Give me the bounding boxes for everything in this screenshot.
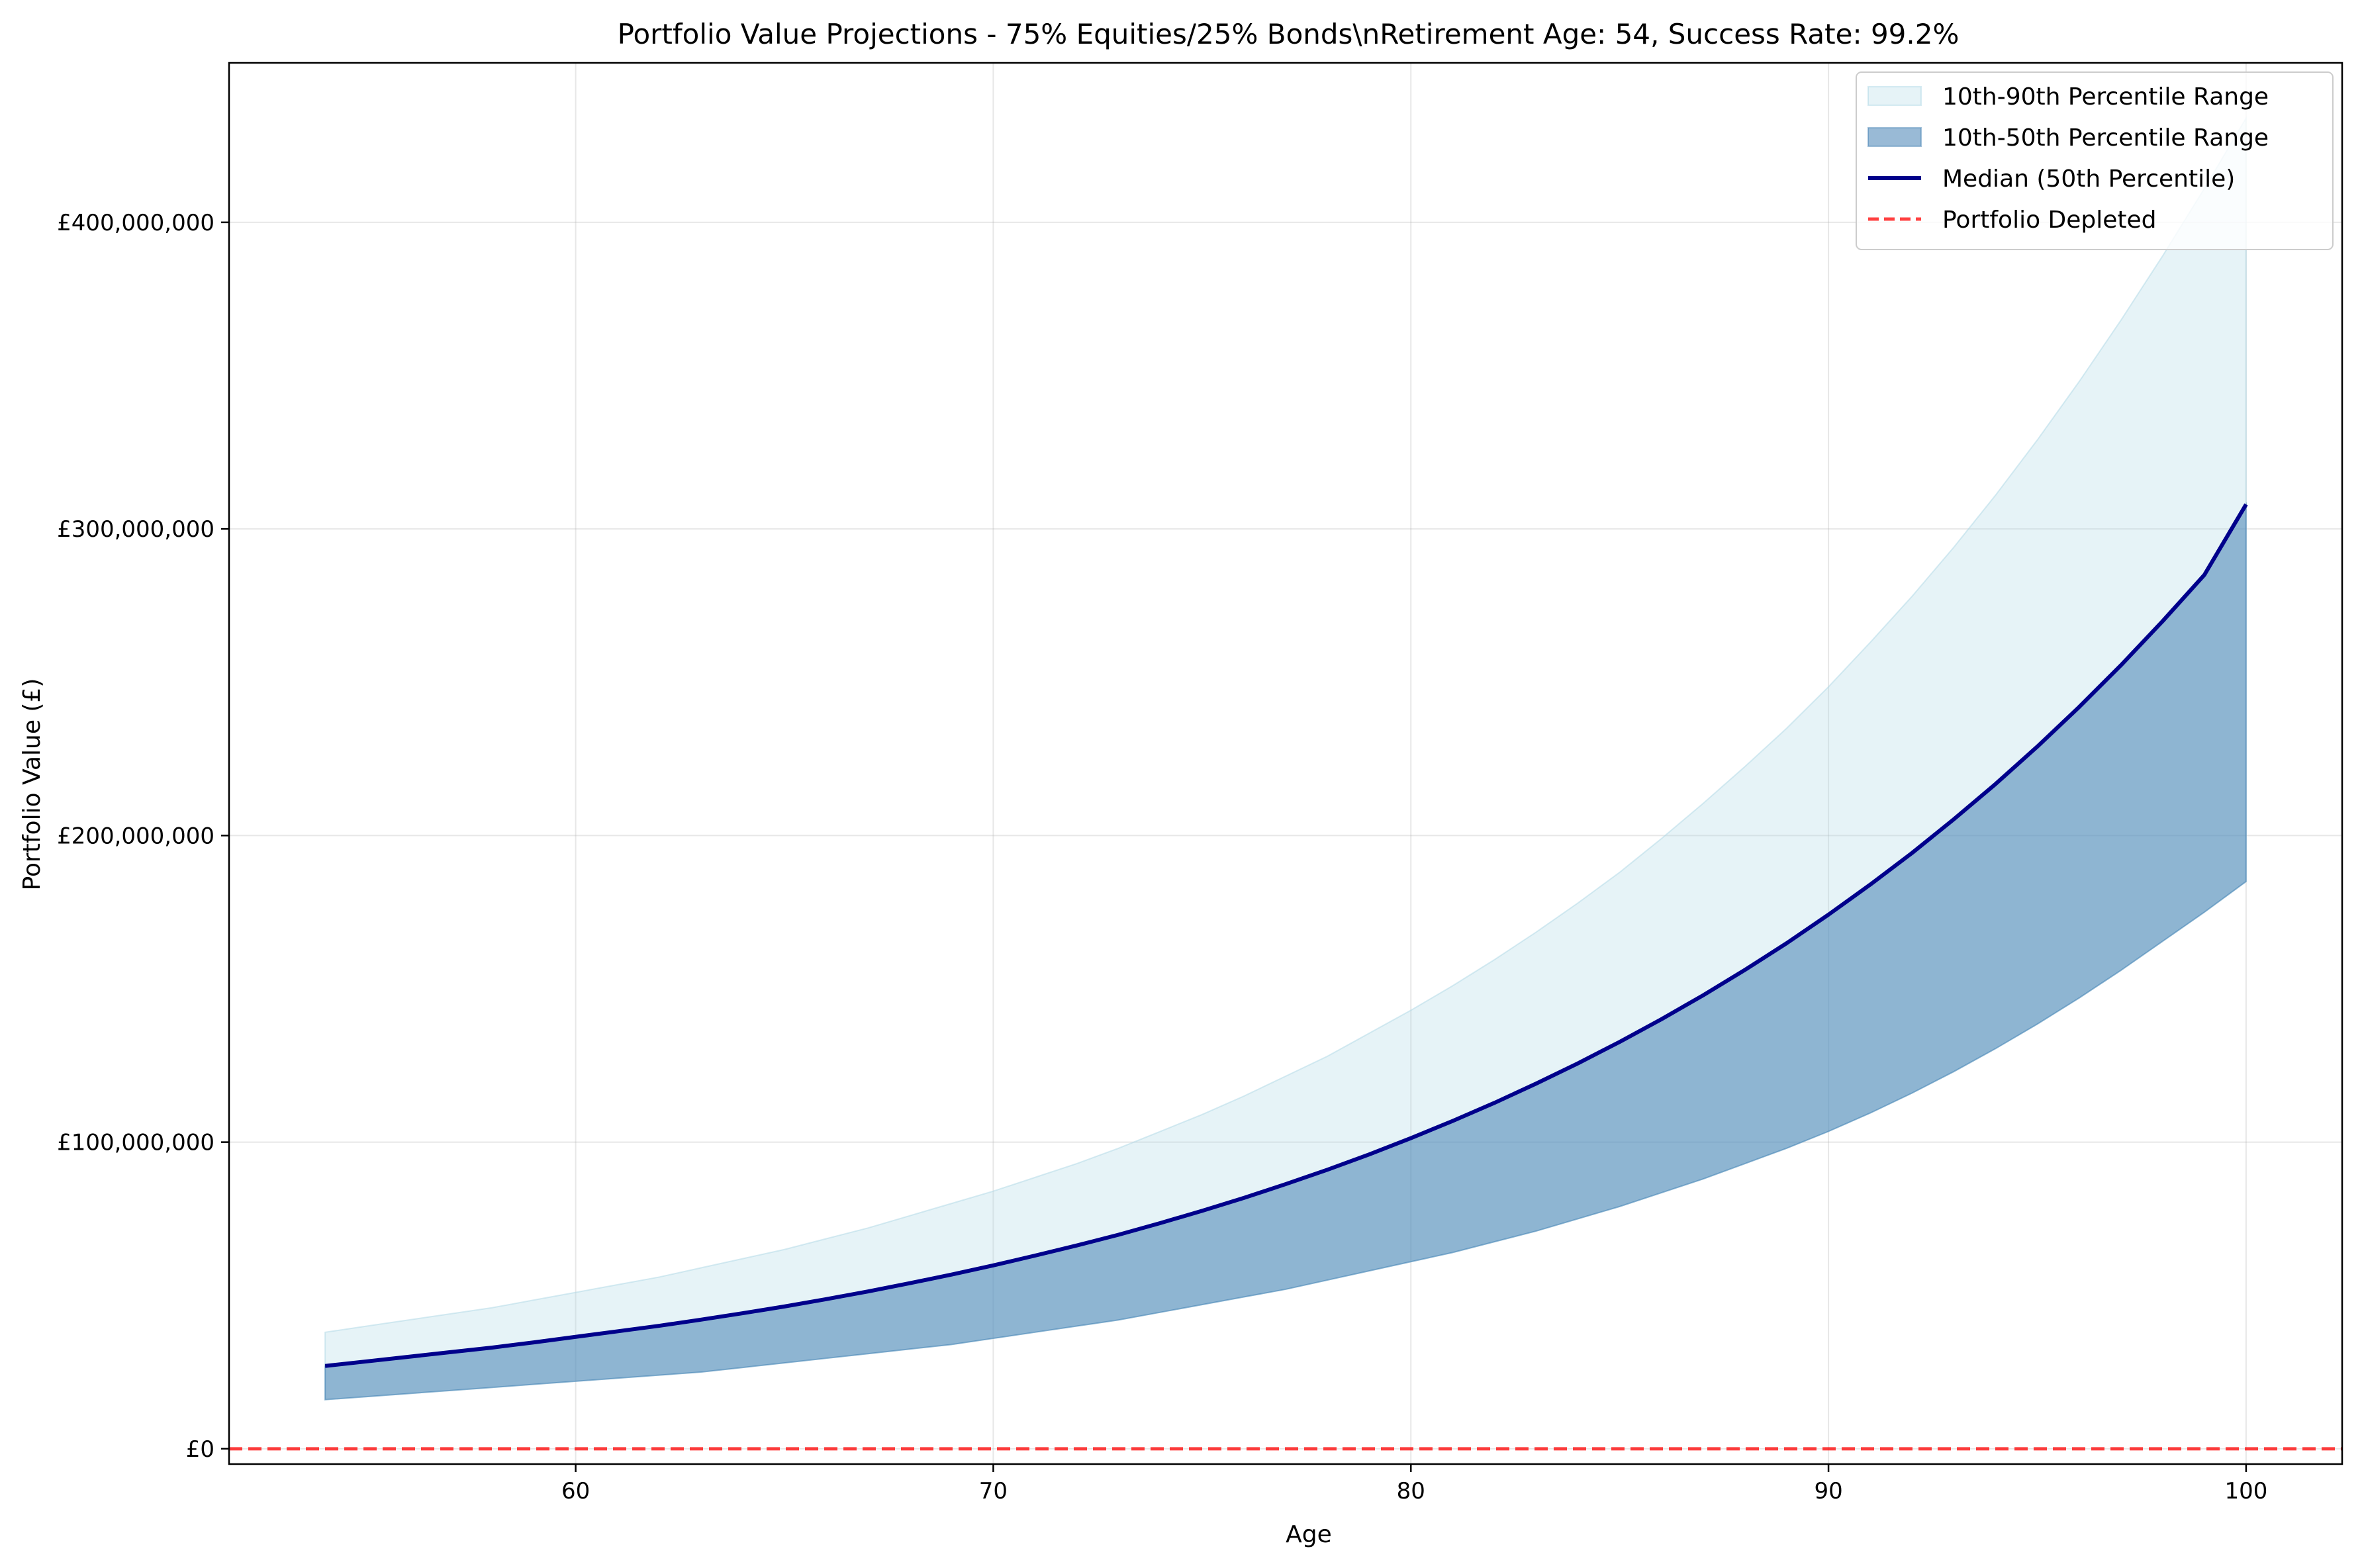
legend-label: 10th-50th Percentile Range: [1942, 124, 2269, 152]
legend-box: [1856, 71, 2334, 250]
x-axis-label: Age: [1286, 1521, 1332, 1548]
x-tick-label: 70: [979, 1478, 1008, 1504]
line-median-50th-percentile: [324, 503, 2248, 1368]
axes: 60 70 80 90 100 £0 £100,000,000 £200,000,000 £30…: [57, 62, 2343, 1504]
x-tick-label: 100: [2224, 1478, 2267, 1504]
legend-label: 10th-90th Percentile Range: [1942, 83, 2269, 111]
y-tick-label: £0: [186, 1436, 214, 1463]
x-tick-label: 90: [1814, 1478, 1842, 1504]
y-axis-label: Portfolio Value (£): [19, 678, 46, 891]
x-tick-label: 80: [1397, 1478, 1425, 1504]
legend-label: Portfolio Depleted: [1942, 207, 2157, 234]
y-tick-label: £400,000,000: [57, 210, 214, 236]
x-tick-label: 60: [561, 1478, 590, 1504]
plot-area: [229, 115, 2342, 1451]
y-tick-label: £300,000,000: [57, 516, 214, 543]
legend-label: Median (50th Percentile): [1942, 165, 2235, 193]
legend: 10th-90th Percentile Range 10th-50th Perc…: [1856, 71, 2334, 250]
y-tick-label: £200,000,000: [57, 823, 214, 849]
chart-title: Portfolio Value Projections - 75% Equiti…: [618, 18, 1960, 50]
legend-swatch: [1867, 127, 1922, 147]
y-tick-label: £100,000,000: [57, 1130, 214, 1156]
axes-frame: [228, 62, 2343, 1465]
legend-swatch: [1867, 86, 1922, 106]
